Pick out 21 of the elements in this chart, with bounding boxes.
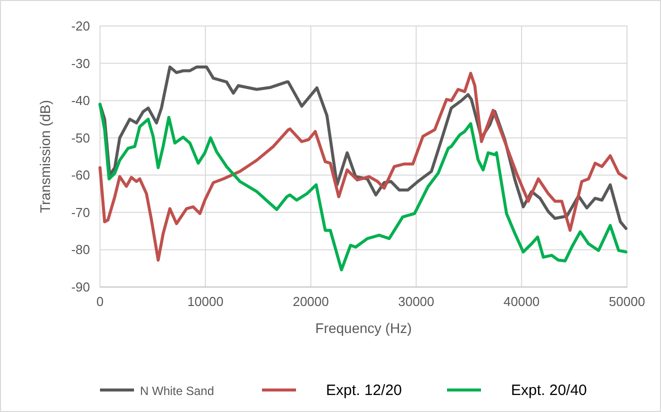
legend-label: Expt. 12/20 (326, 382, 402, 399)
y-axis-title: Transmission (dB) (37, 100, 53, 214)
legend-label: Expt. 20/40 (511, 382, 587, 399)
x-axis-title: Frequency (Hz) (315, 320, 412, 336)
line-series (98, 102, 628, 272)
legend-label: N White Sand (140, 384, 214, 398)
y-tick-label: -30 (71, 56, 90, 71)
line-series (98, 72, 628, 262)
y-tick-label: -40 (71, 93, 90, 108)
x-tick-label: 30000 (398, 294, 434, 309)
y-tick-label: -80 (71, 242, 90, 258)
x-tick-label: 50000 (608, 294, 646, 309)
x-tick-label: 0 (96, 294, 104, 309)
x-tick-label: 10000 (187, 294, 224, 309)
y-tick-label: -20 (71, 18, 90, 34)
y-tick-label: -70 (71, 204, 90, 220)
x-tick-label: 40000 (504, 294, 540, 309)
y-tick-label: -60 (71, 168, 90, 183)
y-tick-label: -90 (71, 280, 90, 294)
x-tick-label: 20000 (292, 294, 329, 309)
y-tick-label: -50 (71, 130, 90, 146)
